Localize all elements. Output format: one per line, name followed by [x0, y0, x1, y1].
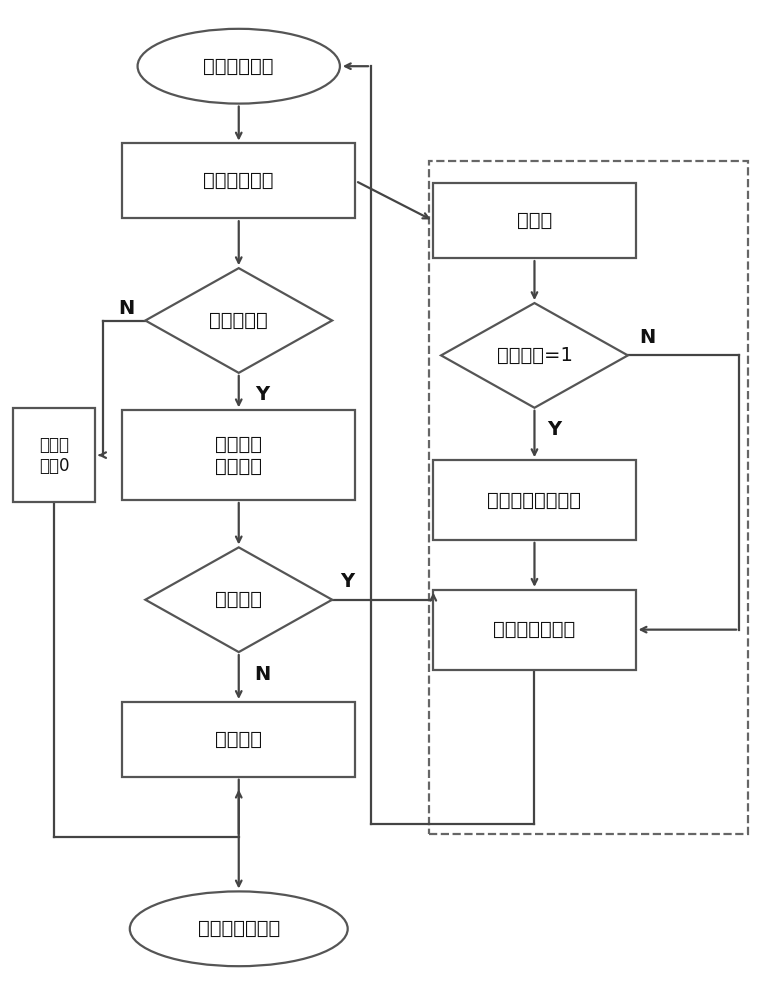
Text: 是否为车牌: 是否为车牌	[209, 311, 268, 330]
Text: 宽度、高度过滤: 宽度、高度过滤	[494, 620, 576, 639]
Text: 车牌个
数为0: 车牌个 数为0	[39, 436, 70, 475]
Bar	[433, 183, 636, 258]
Ellipse shape	[137, 29, 340, 104]
Text: 是否粘连: 是否粘连	[216, 590, 262, 609]
Bar	[122, 143, 355, 218]
Text: 区域个数=1: 区域个数=1	[497, 346, 572, 365]
Text: Y: Y	[547, 420, 561, 439]
Text: N: N	[254, 665, 270, 684]
Polygon shape	[145, 547, 332, 652]
Ellipse shape	[130, 891, 348, 966]
Text: N: N	[639, 328, 655, 347]
Bar	[430, 161, 748, 834]
Text: 纹理过滤: 纹理过滤	[216, 730, 262, 749]
Bar	[433, 460, 636, 540]
Bar	[433, 590, 636, 670]
Text: 简单形状过滤: 简单形状过滤	[204, 171, 274, 190]
Text: N: N	[118, 299, 134, 318]
Text: 候选车牌位置: 候选车牌位置	[204, 57, 274, 76]
Bar	[122, 702, 355, 777]
Text: 形态学: 形态学	[517, 211, 552, 230]
Text: 边缘图形态学变换: 边缘图形态学变换	[487, 491, 582, 510]
Bar	[13, 408, 95, 502]
Polygon shape	[441, 303, 628, 408]
Bar	[122, 410, 355, 500]
Text: 车牌个数及位置: 车牌个数及位置	[198, 919, 280, 938]
Polygon shape	[145, 268, 332, 373]
Text: Y: Y	[255, 385, 269, 404]
Text: Y: Y	[341, 572, 355, 591]
Text: 上下左右
冗余过滤: 上下左右 冗余过滤	[216, 435, 262, 476]
